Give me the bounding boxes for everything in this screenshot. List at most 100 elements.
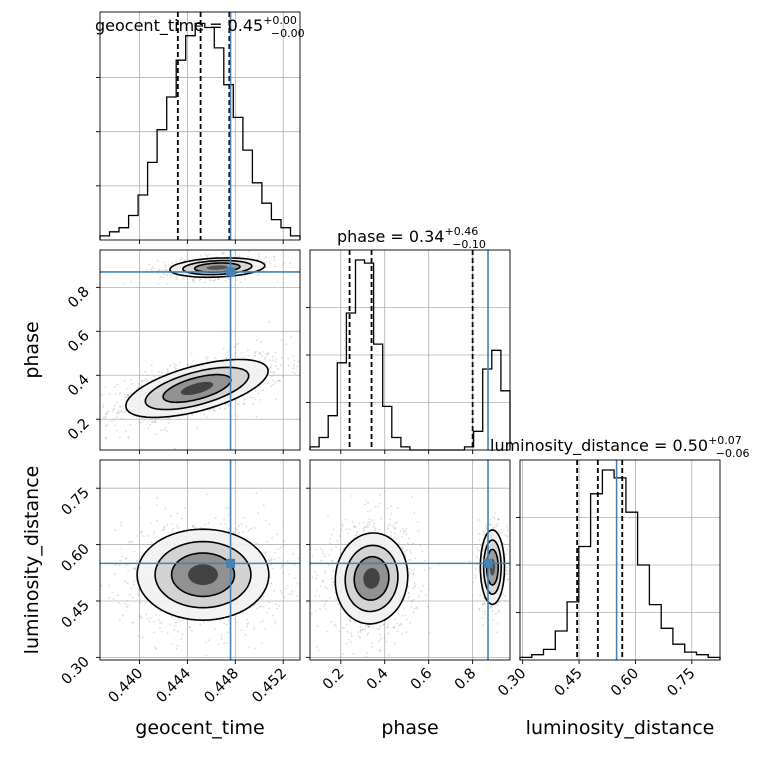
scatter-point xyxy=(127,394,130,397)
scatter-point xyxy=(259,606,261,608)
scatter-point xyxy=(238,524,241,527)
scatter-point xyxy=(228,528,231,530)
scatter-point xyxy=(204,356,207,359)
scatter-point xyxy=(421,550,424,552)
y-axis-label-phase: phase xyxy=(21,321,43,378)
scatter-point xyxy=(336,540,339,542)
scatter-point xyxy=(163,269,166,271)
scatter-point xyxy=(140,616,143,619)
scatter-point xyxy=(396,506,399,509)
scatter-point xyxy=(409,571,411,574)
scatter-point xyxy=(243,403,246,406)
scatter-point xyxy=(259,386,262,388)
scatter-point xyxy=(416,607,419,610)
scatter-point xyxy=(143,379,146,382)
scatter-point xyxy=(367,632,370,634)
scatter-point xyxy=(482,533,485,536)
scatter-point xyxy=(132,621,135,624)
scatter-point xyxy=(412,542,414,545)
scatter-point xyxy=(246,623,249,625)
density-level xyxy=(180,381,214,395)
scatter-point xyxy=(297,583,299,585)
scatter-point xyxy=(205,654,208,657)
contour-line xyxy=(334,532,409,625)
scatter-point xyxy=(324,572,326,574)
scatter-point xyxy=(223,252,225,255)
scatter-point xyxy=(290,593,293,596)
scatter-point xyxy=(481,617,484,619)
scatter-point xyxy=(330,533,333,536)
scatter-point xyxy=(164,265,167,268)
scatter-point xyxy=(489,605,492,608)
scatter-point xyxy=(342,627,345,630)
scatter-point xyxy=(123,380,126,382)
scatter-point xyxy=(104,437,107,440)
scatter-point xyxy=(297,360,299,363)
density-level xyxy=(363,568,380,589)
scatter-point xyxy=(316,625,319,628)
scatter-point xyxy=(269,371,272,373)
y-tick-label: 0.8 xyxy=(65,284,93,312)
x-tick-label: 0.444 xyxy=(154,666,195,707)
scatter-point xyxy=(164,426,167,429)
scatter-point xyxy=(266,382,269,385)
scatter-point xyxy=(362,527,365,530)
scatter-point xyxy=(483,598,486,600)
scatter-point xyxy=(262,595,265,598)
scatter-point xyxy=(484,612,486,615)
scatter-point xyxy=(417,595,420,598)
scatter-point xyxy=(329,542,331,544)
scatter-point xyxy=(136,535,139,537)
scatter-point xyxy=(483,602,485,605)
scatter-point xyxy=(137,592,140,595)
scatter-point xyxy=(81,581,83,583)
scatter-point xyxy=(368,518,371,520)
scatter-point xyxy=(263,261,266,264)
scatter-point xyxy=(497,518,500,521)
scatter-point xyxy=(396,622,399,625)
scatter-point xyxy=(264,628,266,630)
scatter-point xyxy=(330,560,333,562)
scatter-point xyxy=(105,425,107,427)
scatter-point xyxy=(140,421,142,423)
scatter-point xyxy=(485,524,487,527)
scatter-point xyxy=(305,611,307,613)
scatter-point xyxy=(227,351,230,353)
scatter-point xyxy=(208,639,211,641)
scatter-point xyxy=(163,261,166,264)
scatter-point xyxy=(392,626,395,629)
scatter-point xyxy=(291,590,293,593)
scatter-point xyxy=(227,529,230,532)
scatter-point xyxy=(288,573,290,576)
scatter-point xyxy=(267,352,269,355)
scatter-point xyxy=(155,433,158,436)
scatter-point xyxy=(378,529,381,531)
scatter-point xyxy=(228,278,230,281)
scatter-point xyxy=(102,403,105,406)
scatter-point xyxy=(146,374,149,377)
scatter-point xyxy=(169,417,172,419)
scatter-point xyxy=(60,418,62,420)
scatter-point xyxy=(511,597,513,599)
scatter-point xyxy=(361,628,364,631)
scatter-point xyxy=(171,262,174,264)
scatter-point xyxy=(287,585,289,587)
scatter-point xyxy=(273,589,276,592)
scatter-point xyxy=(113,418,116,421)
scatter-point xyxy=(119,405,121,408)
scatter-point xyxy=(301,542,303,544)
scatter-point xyxy=(252,628,255,631)
scatter-point xyxy=(354,526,356,529)
x-tick-label: 0.4 xyxy=(364,666,392,694)
scatter-point xyxy=(264,552,266,555)
scatter-point xyxy=(236,342,239,345)
y-axis-label-luminosity_distance: luminosity_distance xyxy=(21,466,43,655)
scatter-point xyxy=(489,606,492,609)
scatter-point xyxy=(153,530,156,533)
scatter-point xyxy=(315,645,318,648)
scatter-point xyxy=(255,415,258,418)
scatter-point xyxy=(273,372,275,374)
scatter-point xyxy=(274,265,277,268)
scatter-point xyxy=(167,532,170,534)
